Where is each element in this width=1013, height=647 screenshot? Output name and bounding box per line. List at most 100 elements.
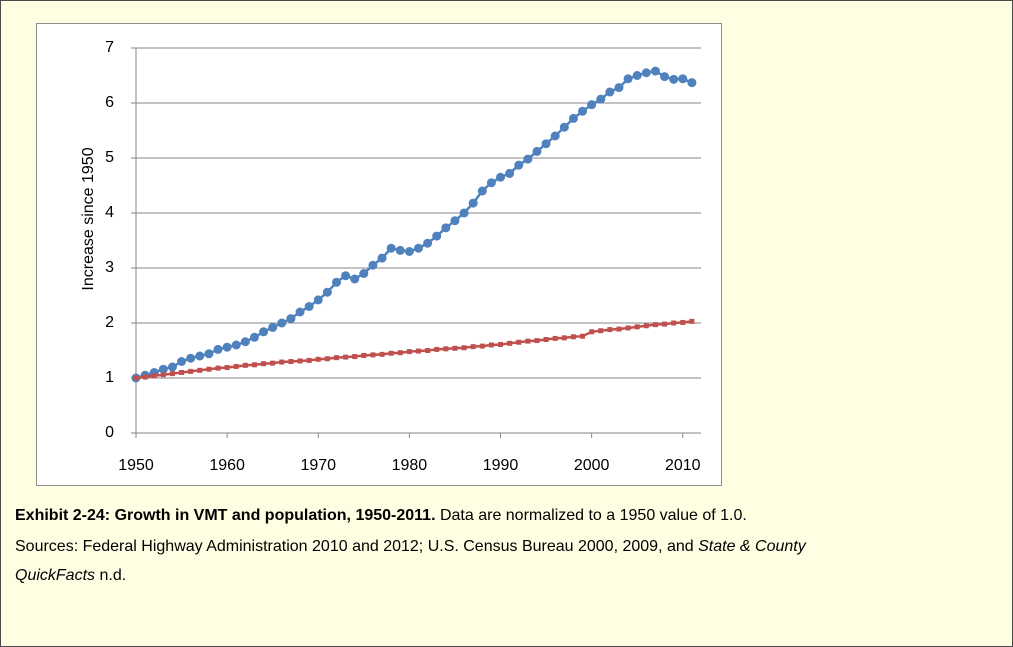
point [443, 346, 449, 352]
point [498, 341, 504, 347]
point [261, 361, 267, 367]
y-tick-label: 2 [105, 314, 114, 331]
point [158, 364, 168, 374]
y-tick-label: 5 [105, 149, 114, 166]
point [188, 368, 194, 374]
point [240, 337, 250, 347]
point [632, 71, 642, 80]
point [669, 74, 679, 84]
x-tick-label: 1960 [209, 457, 245, 474]
point [377, 253, 387, 263]
point [197, 367, 203, 373]
y-tick-label: 1 [105, 369, 114, 386]
point [204, 349, 214, 359]
point [477, 186, 487, 196]
point [268, 322, 278, 332]
point [350, 274, 360, 284]
y-tick-label: 4 [105, 204, 114, 221]
y-tick-label: 6 [105, 94, 114, 111]
point [596, 94, 606, 104]
point [177, 357, 187, 366]
point [151, 373, 157, 379]
point [452, 345, 458, 351]
point [231, 340, 241, 350]
point [133, 375, 139, 381]
caption-sources: Sources: Federal Highway Administration … [15, 532, 885, 590]
x-tick-label: 1970 [300, 457, 336, 474]
sources-italic: State & County QuickFacts [15, 538, 806, 584]
sources-text: Sources: Federal Highway Administration … [15, 538, 694, 555]
point [589, 329, 595, 335]
point [641, 68, 651, 78]
point [277, 318, 287, 328]
point [425, 348, 431, 353]
point [169, 371, 175, 377]
point [167, 362, 177, 372]
point [416, 348, 421, 354]
point [224, 365, 230, 371]
point [578, 106, 588, 116]
point [559, 122, 569, 132]
point [689, 318, 695, 324]
point [450, 216, 460, 226]
point [432, 231, 442, 241]
point [215, 365, 221, 371]
point [532, 146, 542, 156]
point [496, 172, 506, 182]
point [434, 346, 440, 352]
y-tick-label: 7 [105, 39, 114, 56]
point [368, 260, 378, 270]
point [304, 302, 314, 311]
point [550, 131, 560, 141]
point [662, 321, 668, 327]
caption-text: Data are normalized to a 1950 value of 1… [439, 507, 747, 524]
point [523, 154, 533, 164]
point [179, 370, 185, 375]
x-tick-label: 1950 [118, 457, 154, 474]
caption-title: Exhibit 2-24: Growth in VMT and populati… [15, 507, 436, 524]
point [359, 269, 369, 278]
point [461, 345, 467, 351]
point [623, 74, 633, 84]
point [279, 359, 285, 365]
y-tick-label: 0 [105, 424, 114, 441]
point [306, 357, 312, 363]
point [587, 100, 597, 110]
point [441, 223, 451, 233]
point [552, 335, 558, 341]
point [186, 353, 196, 363]
point [286, 314, 296, 324]
point [543, 337, 549, 342]
point [242, 362, 248, 368]
point [249, 332, 259, 342]
point [687, 78, 697, 88]
point [352, 354, 358, 360]
caption-line: Exhibit 2-24: Growth in VMT and populati… [15, 501, 885, 530]
point [315, 356, 321, 362]
point [468, 198, 478, 208]
point [488, 342, 494, 348]
point [479, 343, 485, 349]
point [486, 178, 496, 188]
point [213, 344, 223, 354]
point [259, 327, 269, 337]
point [324, 356, 330, 362]
point [505, 168, 515, 178]
point [541, 139, 551, 149]
point [625, 325, 631, 331]
point [343, 354, 349, 360]
point [414, 243, 423, 253]
point [459, 208, 469, 218]
point [643, 323, 649, 329]
point [423, 238, 433, 248]
point [397, 350, 403, 356]
point [580, 333, 586, 339]
point [561, 335, 567, 341]
point [395, 245, 405, 255]
point [598, 328, 604, 334]
chart-area [36, 23, 722, 486]
point [671, 320, 677, 326]
sources-end: n.d. [99, 567, 127, 584]
point [616, 326, 622, 332]
